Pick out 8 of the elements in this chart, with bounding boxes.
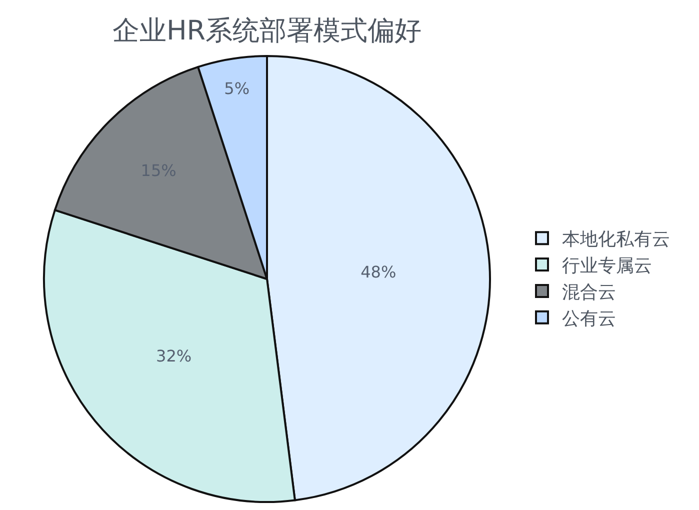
data-label: 5% [224,79,250,98]
legend-label: 混合云 [562,282,616,303]
data-label: 48% [360,262,396,282]
legend-label: 行业专属云 [562,256,652,277]
chart-title: 企业HR系统部署模式偏好 [112,15,422,46]
data-label: 32% [156,346,192,366]
legend-label: 公有云 [562,308,616,330]
legend-label: 本地化私有云 [562,229,670,250]
